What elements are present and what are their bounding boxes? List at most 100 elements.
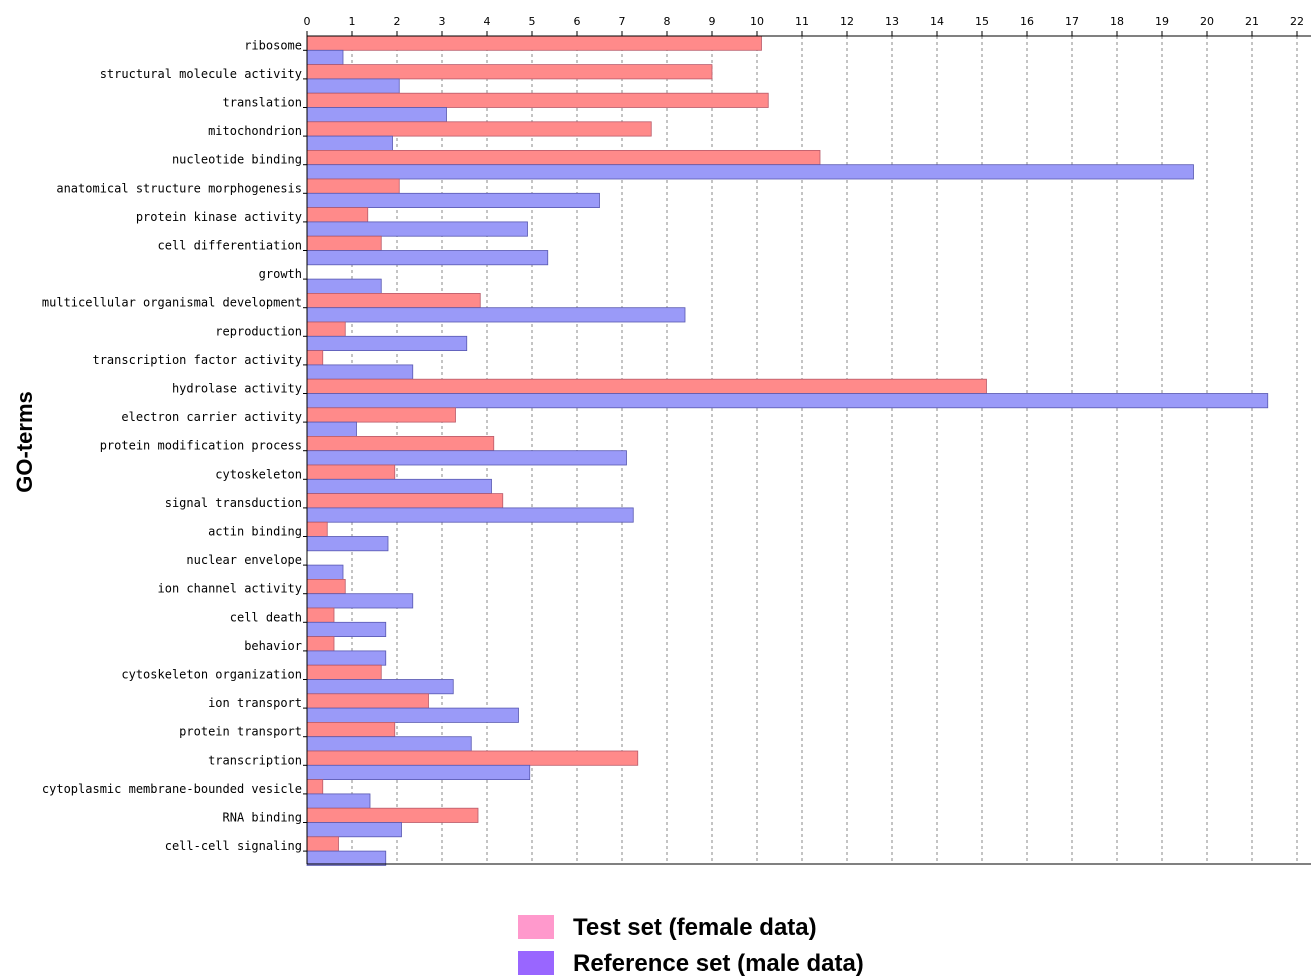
bar-test-set bbox=[306, 607, 335, 623]
bar-reference-set bbox=[306, 221, 528, 237]
category-label: translation bbox=[223, 96, 302, 110]
x-tick-label: 10 bbox=[750, 15, 764, 28]
bar-test-set bbox=[306, 693, 429, 709]
category-label: hydrolase activity bbox=[172, 382, 302, 396]
legend: Test set (female data) Reference set (ma… bbox=[518, 914, 864, 977]
category-label: cytoplasmic membrane-bounded vesicle bbox=[42, 782, 302, 796]
bar-test-set bbox=[306, 235, 382, 251]
legend-swatch-test bbox=[518, 915, 554, 939]
bar-test-set bbox=[306, 493, 504, 509]
bars bbox=[306, 35, 1269, 866]
bar-test-set bbox=[306, 149, 821, 166]
bar-reference-set bbox=[306, 393, 1269, 409]
x-tick-label: 18 bbox=[1110, 15, 1124, 28]
x-tick-label: 0 bbox=[304, 15, 311, 28]
bar-test-set bbox=[306, 178, 400, 194]
bar-reference-set bbox=[306, 364, 414, 380]
bar-test-set bbox=[306, 378, 987, 394]
bar-reference-set bbox=[306, 307, 686, 323]
category-label: cell-cell signaling bbox=[165, 839, 302, 853]
category-label: transcription bbox=[208, 753, 302, 767]
bar-reference-set bbox=[306, 650, 387, 666]
bar-test-set bbox=[306, 779, 324, 795]
category-label: ion transport bbox=[208, 696, 302, 710]
category-label: cytoskeleton bbox=[215, 467, 302, 481]
x-axis-ticks: 0 1 2 3 4 5 6 7 8 9 10 11 12 13 14 15 16 17 18 19 20 21 22 bbox=[304, 15, 1304, 36]
x-tick-label: 9 bbox=[709, 15, 716, 28]
category-label: structural molecule activity bbox=[100, 67, 302, 81]
bar-reference-set bbox=[306, 335, 468, 351]
x-tick-label: 11 bbox=[795, 15, 809, 28]
bar-test-set bbox=[306, 579, 346, 595]
bar-test-set bbox=[306, 407, 456, 423]
bar-test-set bbox=[306, 121, 652, 137]
bar-reference-set bbox=[306, 49, 344, 65]
x-tick-label: 16 bbox=[1020, 15, 1034, 28]
category-label: cell differentiation bbox=[158, 239, 303, 253]
x-tick-label: 22 bbox=[1290, 15, 1304, 28]
category-label: nucleotide binding bbox=[172, 153, 302, 167]
bar-test-set bbox=[306, 35, 762, 51]
bar-reference-set bbox=[306, 564, 344, 580]
bar-reference-set bbox=[306, 593, 414, 609]
bar-test-set bbox=[306, 464, 396, 480]
bar-test-set bbox=[306, 435, 495, 452]
category-label: protein modification process bbox=[100, 439, 302, 453]
x-tick-label: 17 bbox=[1065, 15, 1079, 28]
bar-reference-set bbox=[306, 507, 634, 523]
category-label: RNA binding bbox=[223, 811, 302, 825]
bar-reference-set bbox=[306, 850, 387, 866]
bar-reference-set bbox=[306, 707, 519, 723]
category-label: behavior bbox=[244, 639, 302, 653]
category-label: mitochondrion bbox=[208, 124, 302, 138]
x-tick-label: 4 bbox=[484, 15, 491, 28]
bar-test-set bbox=[306, 207, 369, 223]
bar-reference-set bbox=[306, 793, 371, 809]
bar-reference-set bbox=[306, 536, 389, 552]
category-label: growth bbox=[259, 267, 302, 281]
bar-reference-set bbox=[306, 250, 549, 266]
x-tick-label: 20 bbox=[1200, 15, 1214, 28]
category-label: ion channel activity bbox=[158, 582, 303, 596]
bar-test-set bbox=[306, 292, 481, 309]
bar-test-set bbox=[306, 664, 382, 680]
bar-test-set bbox=[306, 521, 328, 537]
bar-reference-set bbox=[306, 450, 627, 466]
category-label: cell death bbox=[230, 610, 302, 624]
category-label: multicellular organismal development bbox=[42, 296, 302, 310]
legend-swatch-reference bbox=[518, 951, 554, 975]
category-label: protein transport bbox=[179, 725, 302, 739]
category-label: cytoskeleton organization bbox=[121, 668, 302, 682]
bar-reference-set bbox=[306, 278, 382, 294]
category-label: anatomical structure morphogenesis bbox=[56, 181, 302, 195]
bar-reference-set bbox=[306, 621, 387, 637]
bar-test-set bbox=[306, 350, 324, 366]
x-tick-label: 12 bbox=[840, 15, 854, 28]
x-tick-label: 8 bbox=[664, 15, 671, 28]
x-tick-label: 15 bbox=[975, 15, 989, 28]
x-tick-label: 5 bbox=[529, 15, 536, 28]
category-label: protein kinase activity bbox=[136, 210, 302, 224]
x-tick-label: 6 bbox=[574, 15, 581, 28]
bar-reference-set bbox=[306, 764, 531, 780]
bar-reference-set bbox=[306, 421, 357, 437]
bar-reference-set bbox=[306, 822, 402, 838]
legend-label-reference: Reference set (male data) bbox=[573, 950, 864, 977]
category-labels: ribosome structural molecule activity tran… bbox=[42, 38, 302, 853]
bar-reference-set bbox=[306, 164, 1194, 180]
bar-test-set bbox=[306, 92, 769, 108]
x-tick-label: 19 bbox=[1155, 15, 1169, 28]
bar-reference-set bbox=[306, 679, 454, 695]
axes bbox=[303, 35, 1311, 865]
x-tick-label: 7 bbox=[619, 15, 626, 28]
bar-test-set bbox=[306, 636, 335, 652]
category-label: electron carrier activity bbox=[121, 410, 302, 424]
bar-test-set bbox=[306, 64, 713, 80]
bar-reference-set bbox=[306, 192, 600, 209]
x-tick-label: 1 bbox=[349, 15, 356, 28]
x-tick-label: 3 bbox=[439, 15, 446, 28]
x-tick-label: 14 bbox=[930, 15, 944, 28]
category-label: signal transduction bbox=[165, 496, 302, 510]
x-tick-label: 2 bbox=[394, 15, 401, 28]
